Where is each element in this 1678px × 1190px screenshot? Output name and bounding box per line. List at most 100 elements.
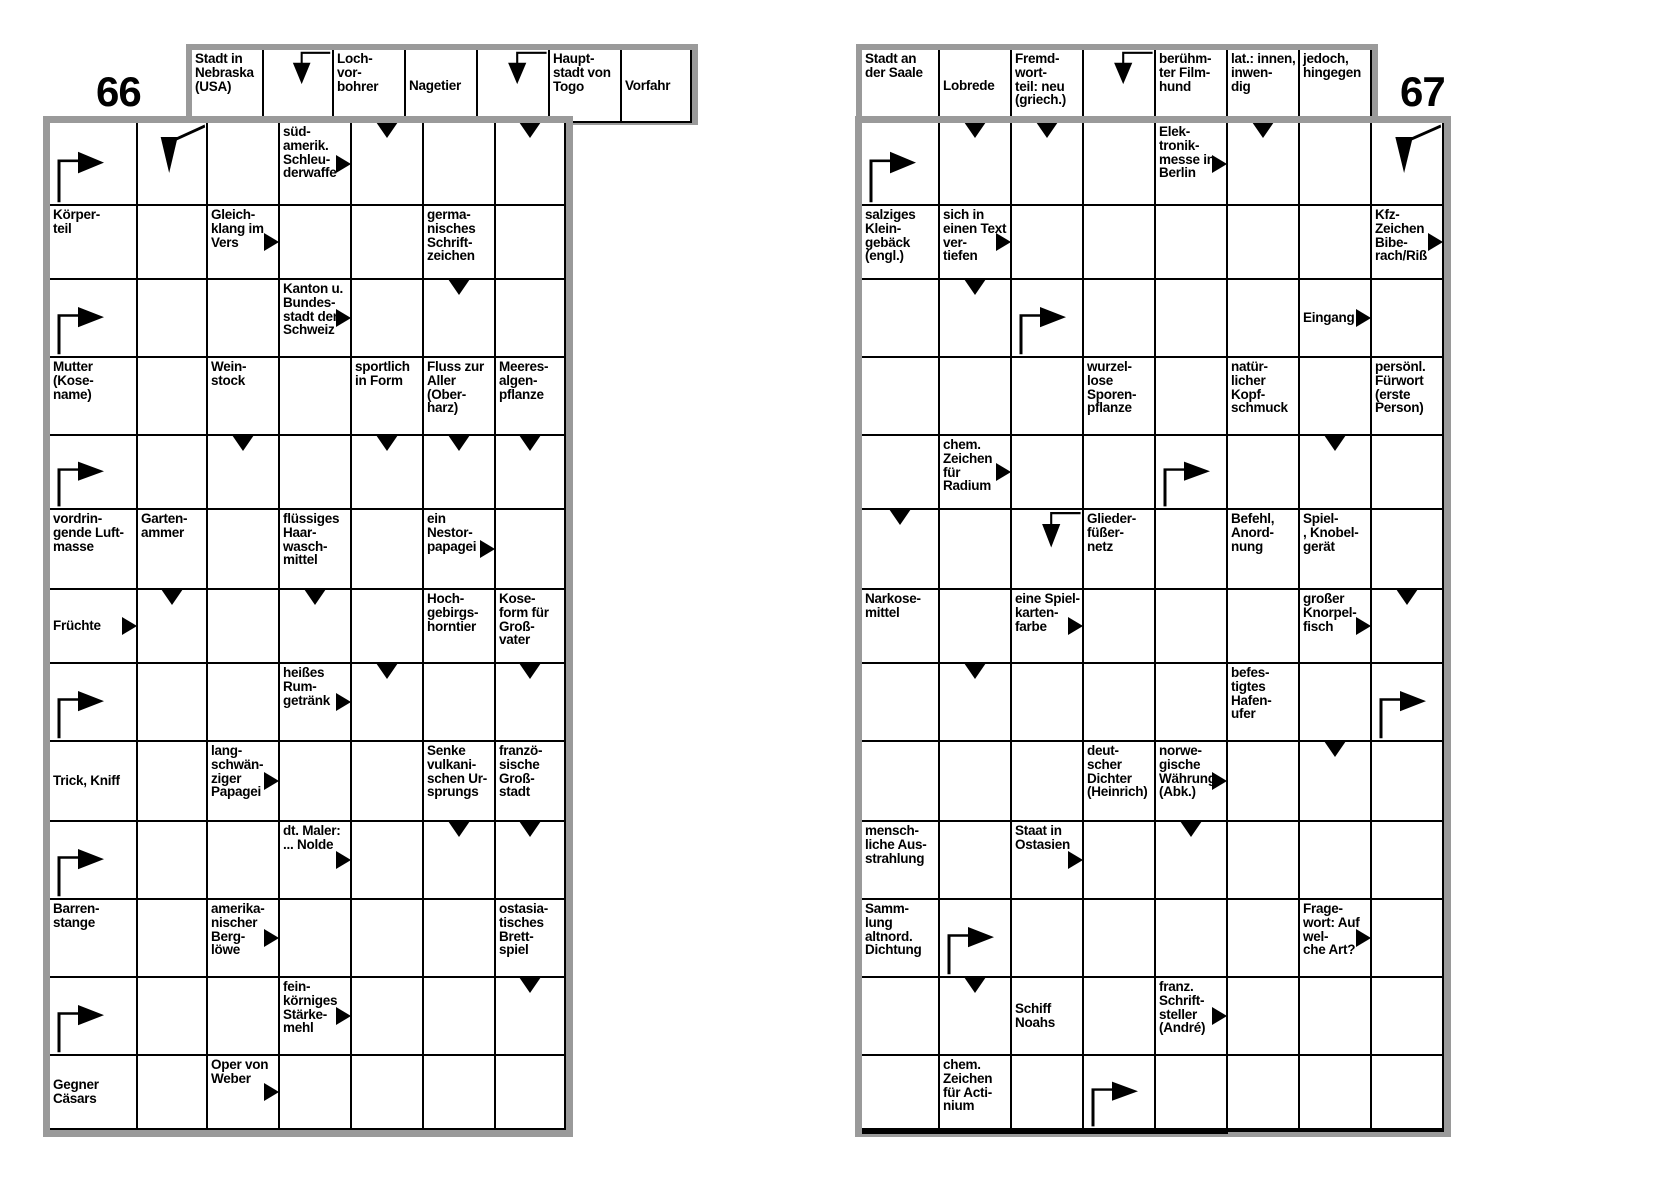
answer-cell[interactable] [862, 280, 940, 358]
answer-cell[interactable] [352, 822, 424, 900]
answer-cell[interactable] [1372, 280, 1444, 358]
clue-cell[interactable]: Haupt-stadt von Togo [550, 50, 622, 123]
answer-cell[interactable] [1084, 1132, 1156, 1134]
answer-cell[interactable] [496, 206, 566, 280]
answer-cell[interactable] [1084, 1130, 1156, 1132]
answer-cell[interactable] [1156, 280, 1228, 358]
clue-cell[interactable]: Kfz- Zeichen Bibe-rach/Riß [1372, 206, 1444, 280]
answer-cell[interactable] [50, 822, 138, 900]
answer-cell[interactable] [424, 123, 496, 206]
answer-cell[interactable] [352, 280, 424, 358]
clue-cell[interactable]: Barren-stange [50, 900, 138, 978]
answer-cell[interactable] [940, 742, 1012, 822]
clue-cell[interactable]: röm. Dichter, Philo-soph [1300, 1130, 1372, 1132]
answer-cell[interactable] [862, 978, 940, 1056]
clue-cell[interactable]: vordrin-gende Luft-masse [50, 510, 138, 590]
answer-cell[interactable] [424, 822, 496, 900]
answer-cell[interactable] [280, 1056, 352, 1130]
answer-cell[interactable] [1084, 1056, 1156, 1130]
answer-cell[interactable] [1228, 978, 1300, 1056]
answer-cell[interactable] [1012, 742, 1084, 822]
answer-cell[interactable] [424, 436, 496, 510]
clue-cell[interactable]: Trick, Kniff [50, 742, 138, 822]
clue-cell[interactable]: chem. Zeichen für Radium [940, 436, 1012, 510]
answer-cell[interactable] [138, 206, 208, 280]
clue-cell[interactable]: großer Knorpel-fisch [1300, 590, 1372, 664]
answer-cell[interactable] [1012, 900, 1084, 978]
answer-cell[interactable] [280, 742, 352, 822]
clue-cell[interactable]: dt. Maler: ... Nolde [280, 822, 352, 900]
answer-cell[interactable] [1300, 1056, 1372, 1130]
clue-cell[interactable] [1084, 50, 1156, 123]
answer-cell[interactable] [352, 123, 424, 206]
clue-cell[interactable]: ostasia-tisches Brett-spiel [496, 900, 566, 978]
clue-cell[interactable]: Körper-teil [50, 206, 138, 280]
answer-cell[interactable] [1372, 510, 1444, 590]
answer-cell[interactable] [862, 358, 940, 436]
answer-cell[interactable] [862, 664, 940, 742]
answer-cell[interactable] [496, 1056, 566, 1130]
answer-cell[interactable] [208, 123, 280, 206]
clue-cell[interactable]: Lobrede [940, 50, 1012, 123]
answer-cell[interactable] [424, 664, 496, 742]
answer-cell[interactable] [352, 590, 424, 664]
clue-cell[interactable]: Narkose-mittel [862, 590, 940, 664]
answer-cell[interactable] [208, 664, 280, 742]
answer-cell[interactable] [1228, 822, 1300, 900]
answer-cell[interactable] [1084, 822, 1156, 900]
answer-cell[interactable] [1156, 900, 1228, 978]
clue-cell[interactable]: Meeres-algen-pflanze [496, 358, 566, 436]
clue-cell[interactable]: Glieder-füßer-netz [1084, 510, 1156, 590]
answer-cell[interactable] [1012, 280, 1084, 358]
answer-cell[interactable] [1156, 1056, 1228, 1130]
clue-cell[interactable]: franzö-sische Groß-stadt [496, 742, 566, 822]
answer-cell[interactable] [1084, 280, 1156, 358]
clue-cell[interactable]: Früchte [50, 590, 138, 664]
answer-cell[interactable] [862, 436, 940, 510]
answer-cell[interactable] [1156, 510, 1228, 590]
answer-cell[interactable] [940, 280, 1012, 358]
answer-cell[interactable] [1012, 436, 1084, 510]
answer-cell[interactable] [1372, 590, 1444, 664]
answer-cell[interactable] [1372, 900, 1444, 978]
answer-cell[interactable] [1156, 590, 1228, 664]
answer-cell[interactable] [352, 1056, 424, 1130]
clue-cell[interactable] [264, 50, 334, 123]
answer-cell[interactable] [50, 664, 138, 742]
clue-cell[interactable] [478, 50, 550, 123]
answer-cell[interactable] [1012, 664, 1084, 742]
answer-cell[interactable] [1012, 123, 1084, 206]
answer-cell[interactable] [1372, 1130, 1444, 1132]
answer-cell[interactable] [138, 436, 208, 510]
clue-cell[interactable]: Mutter (Kose-name) [50, 358, 138, 436]
answer-cell[interactable] [1084, 436, 1156, 510]
answer-cell[interactable] [1300, 358, 1372, 436]
answer-cell[interactable] [1372, 123, 1444, 206]
clue-cell[interactable]: persönl. Fürwort (erste Person) [1372, 358, 1444, 436]
clue-cell[interactable]: Frage-wort: Auf wel-che Art? [1300, 900, 1372, 978]
answer-cell[interactable] [1300, 742, 1372, 822]
answer-cell[interactable] [1228, 1130, 1300, 1132]
answer-cell[interactable] [1300, 822, 1372, 900]
answer-cell[interactable] [496, 822, 566, 900]
answer-cell[interactable] [424, 978, 496, 1056]
answer-cell[interactable] [138, 664, 208, 742]
clue-cell[interactable]: salziges Klein-gebäck (engl.) [862, 206, 940, 280]
clue-cell[interactable]: franz. Schrift-steller (André) [1156, 978, 1228, 1056]
clue-cell[interactable]: Kose-form für Groß-vater [496, 590, 566, 664]
answer-cell[interactable] [1012, 1130, 1084, 1132]
answer-cell[interactable] [280, 358, 352, 436]
answer-cell[interactable] [1372, 664, 1444, 742]
answer-cell[interactable] [940, 358, 1012, 436]
answer-cell[interactable] [1228, 280, 1300, 358]
answer-cell[interactable] [1372, 742, 1444, 822]
clue-cell[interactable]: Fremd-wort-teil: neu (griech.) [1012, 50, 1084, 123]
answer-cell[interactable] [1228, 206, 1300, 280]
answer-cell[interactable] [50, 123, 138, 206]
clue-cell[interactable]: lat.: innen, inwen-dig [1228, 50, 1300, 123]
clue-cell[interactable]: mensch-liche Aus-strahlung [862, 822, 940, 900]
answer-cell[interactable] [1084, 664, 1156, 742]
answer-cell[interactable] [1084, 978, 1156, 1056]
answer-cell[interactable] [208, 978, 280, 1056]
clue-cell[interactable]: Senke vulkani-schen Ur-sprungs [424, 742, 496, 822]
